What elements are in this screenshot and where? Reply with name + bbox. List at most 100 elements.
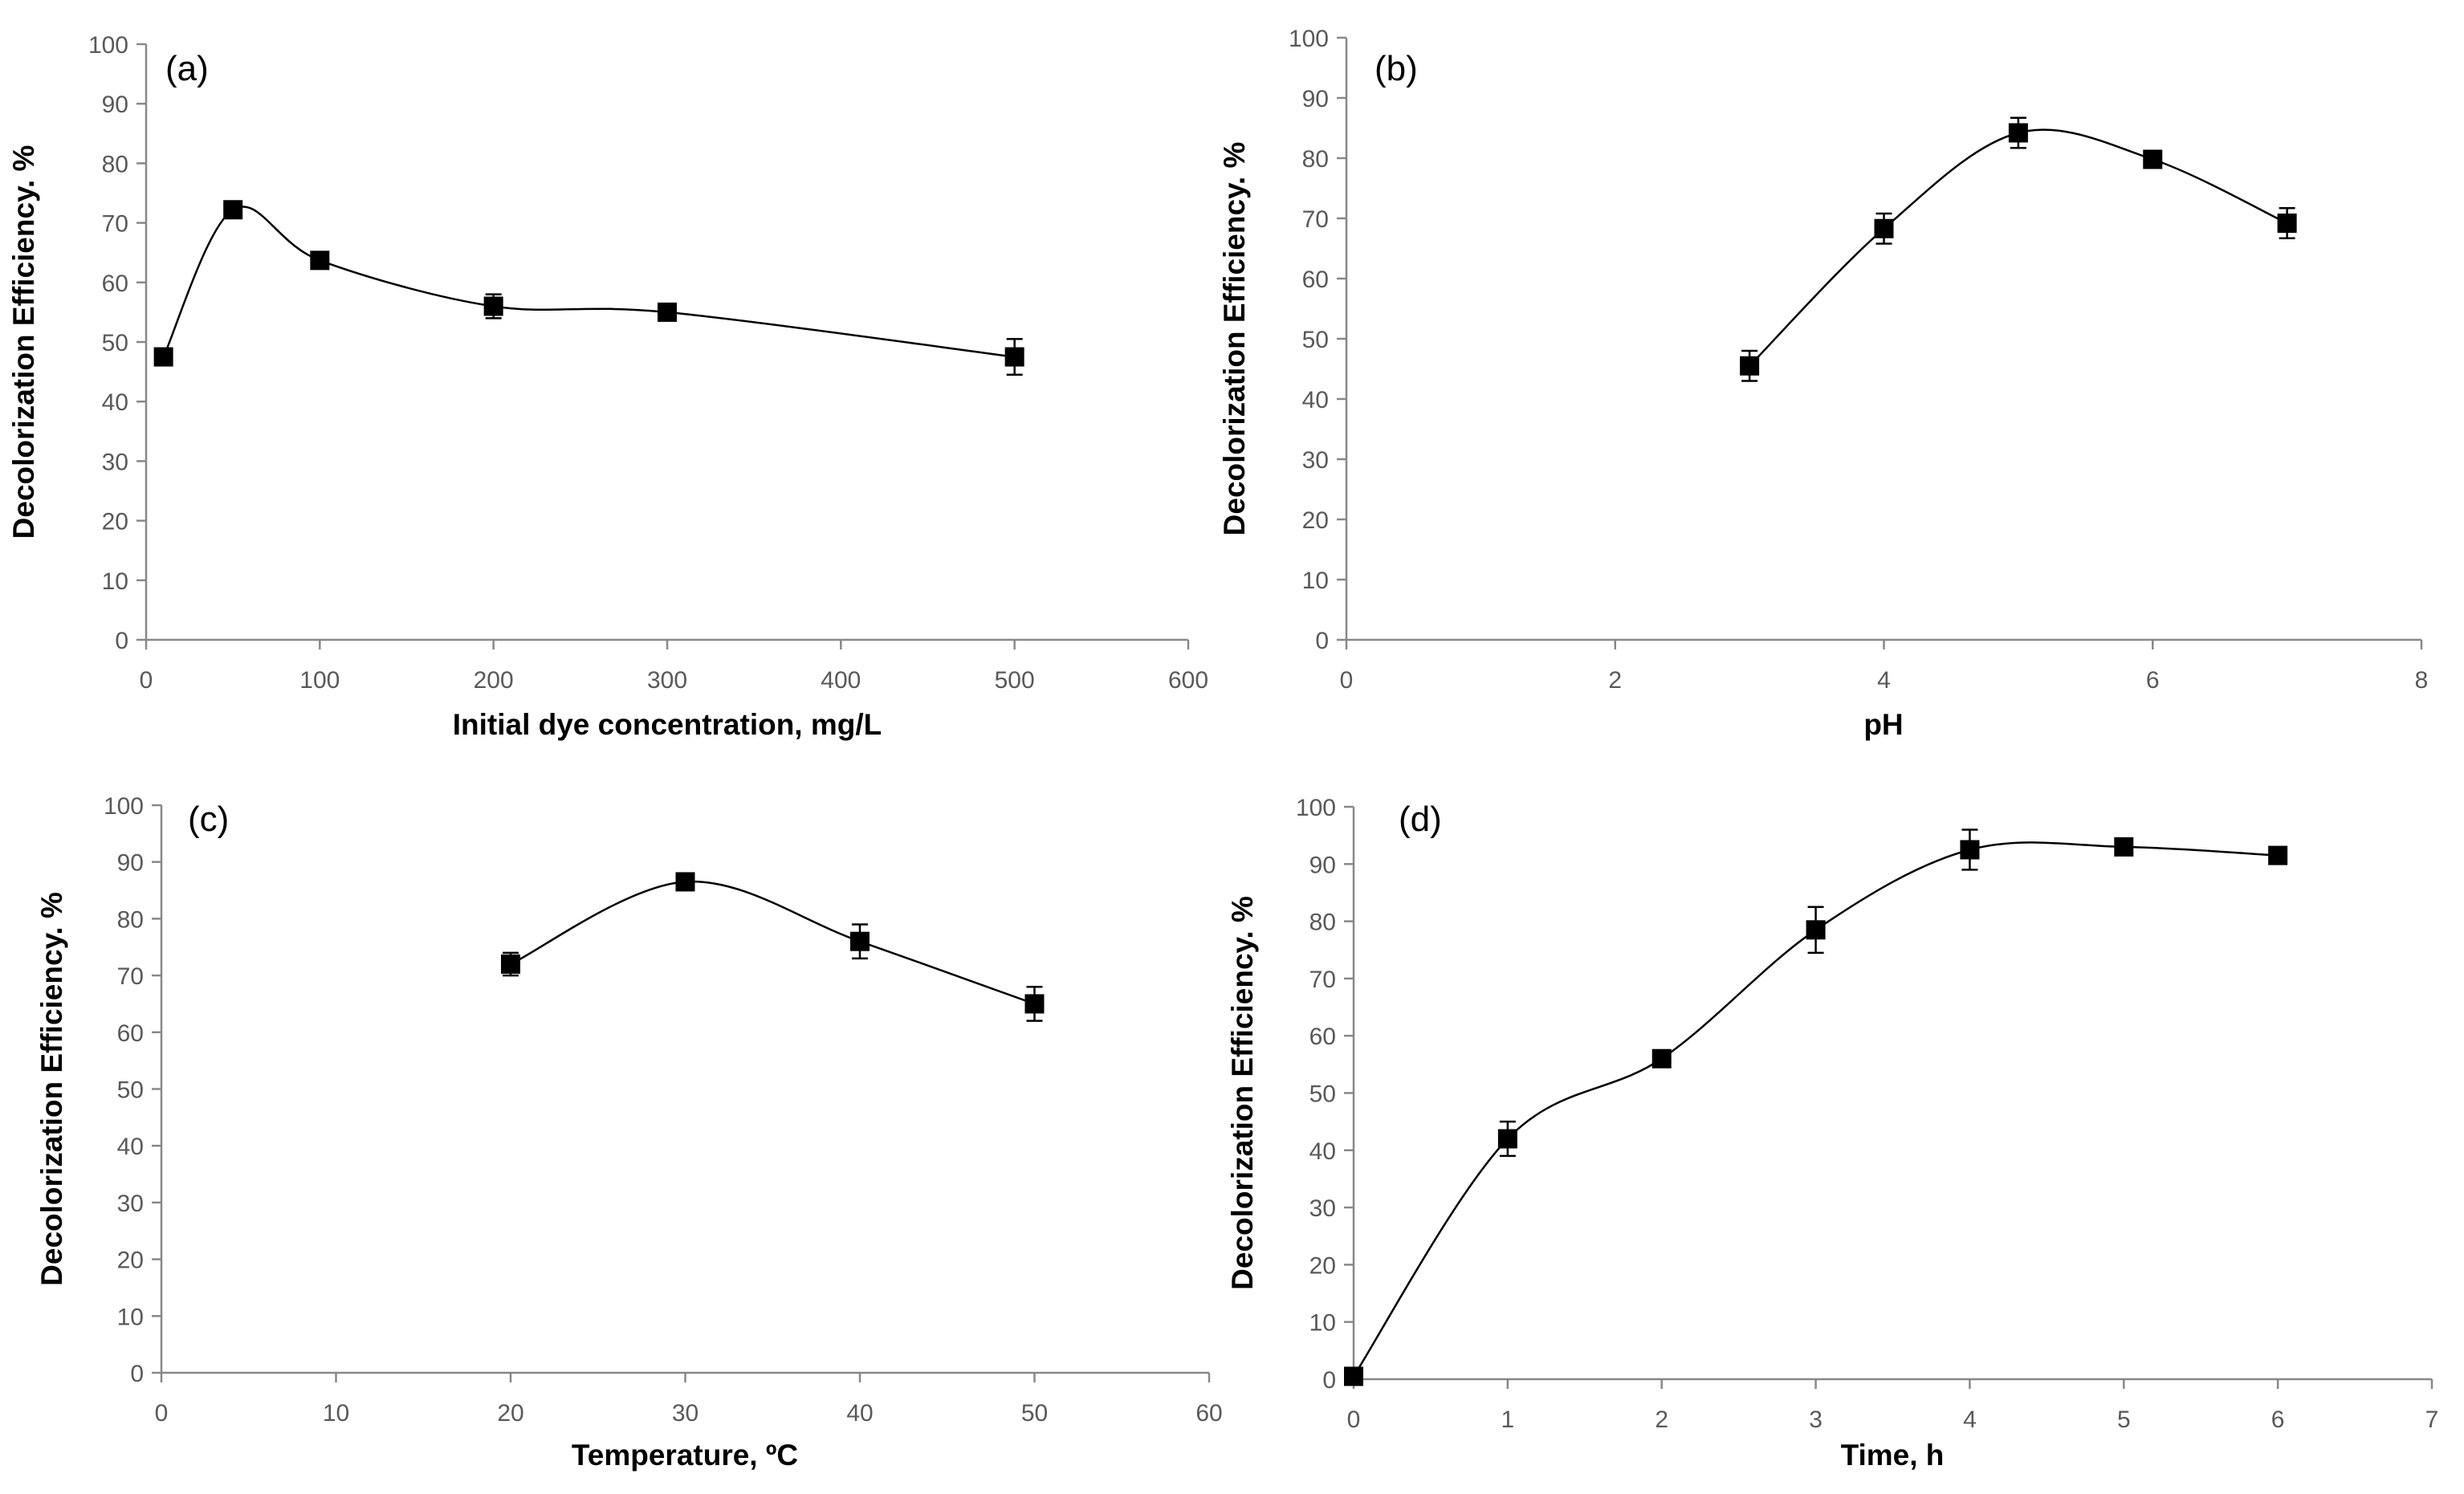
y-tick-label: 40 <box>102 389 128 416</box>
panel-label: (b) <box>1375 49 1418 88</box>
y-tick-label: 30 <box>1302 447 1329 474</box>
x-axis-title: pH <box>1863 708 1903 741</box>
x-tick-label: 6 <box>2271 1406 2285 1433</box>
panel-label: (a) <box>165 49 209 88</box>
x-tick-label: 400 <box>821 667 861 694</box>
y-tick-label: 80 <box>1309 910 1336 936</box>
y-tick-label: 50 <box>102 330 128 356</box>
y-tick-label: 20 <box>1302 507 1329 534</box>
y-axis-title: Decolorization Efficiency. % <box>1218 142 1251 536</box>
x-tick-label: 3 <box>1809 1406 1823 1433</box>
chart-panel-b: 0 10 20 30 40 50 60 70 80 90 100 0 2 4 6 8 pH Decolorizat… <box>1218 26 2428 741</box>
y-tick-label: 100 <box>104 793 144 820</box>
y-tick-label: 10 <box>1302 568 1329 594</box>
y-tick-label: 50 <box>1309 1081 1336 1108</box>
data-point <box>658 302 677 322</box>
y-tick-label: 70 <box>1309 967 1336 993</box>
x-tick-label: 2 <box>1655 1406 1668 1433</box>
y-tick-label: 90 <box>1302 86 1329 112</box>
y-tick-label: 90 <box>117 850 144 877</box>
y-tick-label: 10 <box>1309 1310 1336 1337</box>
data-point <box>1497 1129 1517 1149</box>
y-tick-label: 70 <box>117 963 144 990</box>
panel-label: (d) <box>1399 800 1442 839</box>
y-tick-label: 60 <box>1302 267 1329 293</box>
data-point <box>675 872 695 892</box>
data-point <box>850 931 870 951</box>
series-line <box>1749 128 2288 367</box>
x-tick-label: 30 <box>672 1400 698 1427</box>
data-point <box>1651 1048 1672 1069</box>
x-axis-title: Time, h <box>1841 1439 1945 1472</box>
x-axis-title: Temperature, ºC <box>572 1439 798 1472</box>
data-point <box>1344 1366 1363 1386</box>
y-tick-label: 100 <box>1289 26 1329 52</box>
data-point <box>501 954 520 974</box>
x-tick-label: 2 <box>1608 667 1622 694</box>
y-axis-title: Decolorization Efficiency. % <box>7 145 40 539</box>
y-tick-label: 80 <box>117 906 144 933</box>
y-tick-label: 0 <box>1322 1367 1336 1394</box>
y-axis-title: Decolorization Efficiency. % <box>35 892 68 1286</box>
x-tick-label: 100 <box>299 667 340 694</box>
y-tick-label: 50 <box>1302 327 1329 353</box>
y-tick-label: 60 <box>117 1020 144 1047</box>
y-tick-label: 80 <box>1302 146 1329 173</box>
x-axis-title: Initial dye concentration, mg/L <box>453 708 882 741</box>
data-point <box>483 296 503 316</box>
x-tick-label: 5 <box>2117 1406 2131 1433</box>
data-point <box>153 347 173 367</box>
x-tick-label: 500 <box>995 667 1035 694</box>
series-line <box>162 206 1015 358</box>
y-tick-label: 40 <box>1302 387 1329 413</box>
x-tick-label: 6 <box>2146 667 2160 694</box>
x-tick-label: 0 <box>1347 1406 1361 1433</box>
data-point <box>223 200 243 220</box>
y-tick-label: 90 <box>102 92 128 118</box>
y-tick-label: 100 <box>1296 795 1336 821</box>
data-point <box>2268 845 2288 865</box>
x-tick-label: 20 <box>497 1400 523 1427</box>
y-tick-label: 60 <box>102 271 128 297</box>
x-tick-label: 7 <box>2425 1406 2439 1433</box>
data-point <box>1740 356 1760 376</box>
data-point <box>2114 837 2134 857</box>
series-line <box>510 880 1035 1005</box>
x-tick-label: 0 <box>140 667 153 694</box>
x-tick-label: 1 <box>1501 1406 1515 1433</box>
panel-label: (c) <box>188 800 229 839</box>
x-tick-label: 4 <box>1877 667 1891 694</box>
y-tick-label: 100 <box>88 32 128 59</box>
x-tick-label: 60 <box>1195 1400 1222 1427</box>
y-tick-label: 40 <box>1309 1138 1336 1165</box>
y-tick-label: 20 <box>102 509 128 535</box>
data-point <box>2008 123 2028 143</box>
chart-panel-c: 0 10 20 30 40 50 60 70 80 90 100 0 10 20 30 40 50 60 Tempe… <box>35 793 1223 1472</box>
y-tick-label: 10 <box>102 568 128 595</box>
data-point <box>1004 347 1024 367</box>
y-tick-label: 20 <box>117 1248 144 1274</box>
data-point <box>310 250 330 271</box>
data-point <box>1874 218 1894 238</box>
y-tick-label: 80 <box>102 151 128 177</box>
x-tick-label: 0 <box>1340 667 1354 694</box>
x-tick-label: 4 <box>1963 1406 1977 1433</box>
x-tick-label: 600 <box>1168 667 1208 694</box>
y-tick-label: 30 <box>1309 1195 1336 1222</box>
y-tick-label: 0 <box>1315 628 1329 654</box>
y-axis-title: Decolorization Efficiency. % <box>1226 896 1259 1290</box>
y-tick-label: 70 <box>102 211 128 238</box>
chart-panel-a: 0 10 20 30 40 50 60 70 80 90 100 0 100 200 300 400 500 60… <box>7 32 1208 741</box>
y-tick-label: 90 <box>1309 852 1336 878</box>
y-tick-label: 0 <box>115 628 128 654</box>
y-tick-label: 20 <box>1309 1252 1336 1279</box>
x-tick-label: 40 <box>846 1400 873 1427</box>
x-tick-label: 50 <box>1021 1400 1048 1427</box>
y-tick-label: 0 <box>130 1361 144 1387</box>
data-point <box>2277 214 2297 233</box>
y-tick-label: 40 <box>117 1134 144 1160</box>
chart-panel-d: 0 10 20 30 40 50 60 70 80 90 100 0 1 2 3 4 5 6 7 Time, h Dec… <box>1226 795 2438 1472</box>
x-tick-label: 200 <box>474 667 514 694</box>
x-tick-label: 10 <box>323 1400 349 1427</box>
